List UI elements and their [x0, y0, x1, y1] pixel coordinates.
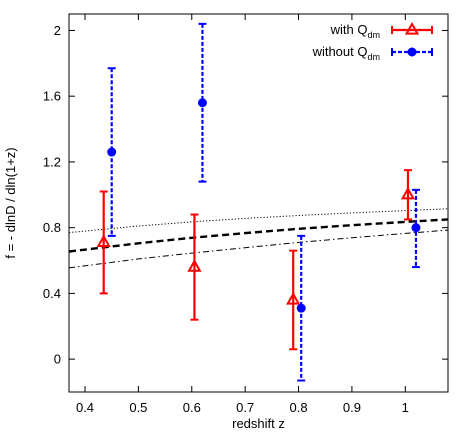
- legend: with Qdm without Qdm: [312, 21, 433, 62]
- data-point: [296, 234, 306, 382]
- legend-label: with Qdm: [330, 22, 380, 40]
- model-curves: [68, 208, 449, 269]
- y-tick-label: 2: [54, 23, 61, 38]
- model-curve-thick-dashed: [68, 218, 449, 253]
- y-axis-label: f = - dlnD / dln(1+z): [3, 147, 18, 258]
- y-tick-label: 0.4: [43, 286, 61, 301]
- y-axis-ticks: 0 0.4 0.8 1.2 1.6 2: [43, 23, 448, 367]
- x-axis-ticks: 0.4 0.5 0.6 0.7 0.8 0.9 1: [76, 14, 409, 415]
- data-points: [96, 22, 421, 382]
- legend-label: without Qdm: [312, 44, 380, 62]
- model-curve-dotted: [68, 208, 449, 234]
- model-curve-dash-dot: [68, 229, 449, 269]
- x-tick-label: 1: [402, 400, 409, 415]
- data-point: [286, 249, 301, 351]
- y-tick-label: 0.8: [43, 220, 61, 235]
- data-point: [400, 169, 416, 221]
- legend-circle-marker: [407, 47, 417, 57]
- data-point: [107, 67, 117, 237]
- x-axis-label: redshift z: [232, 416, 285, 431]
- x-tick-label: 0.9: [343, 400, 361, 415]
- plot-frame: [68, 13, 449, 393]
- legend-triangle-marker: [404, 21, 420, 35]
- circle-marker: [107, 147, 117, 157]
- y-tick-label: 0: [54, 352, 61, 367]
- circle-marker: [197, 98, 207, 108]
- circle-marker: [296, 303, 306, 313]
- data-point: [197, 22, 207, 183]
- triangle-marker: [187, 259, 202, 272]
- x-tick-label: 0.5: [129, 400, 147, 415]
- x-tick-label: 0.7: [236, 400, 254, 415]
- x-tick-label: 0.6: [183, 400, 201, 415]
- triangle-marker: [96, 234, 111, 248]
- x-tick-label: 0.4: [76, 400, 94, 415]
- data-point: [411, 188, 421, 269]
- circle-marker: [411, 223, 421, 233]
- data-point: [187, 213, 202, 321]
- triangle-marker: [400, 186, 416, 200]
- y-tick-label: 1.2: [43, 154, 61, 169]
- x-tick-label: 0.8: [289, 400, 307, 415]
- y-tick-label: 1.6: [43, 89, 61, 104]
- data-point: [96, 190, 111, 295]
- triangle-marker: [286, 291, 301, 305]
